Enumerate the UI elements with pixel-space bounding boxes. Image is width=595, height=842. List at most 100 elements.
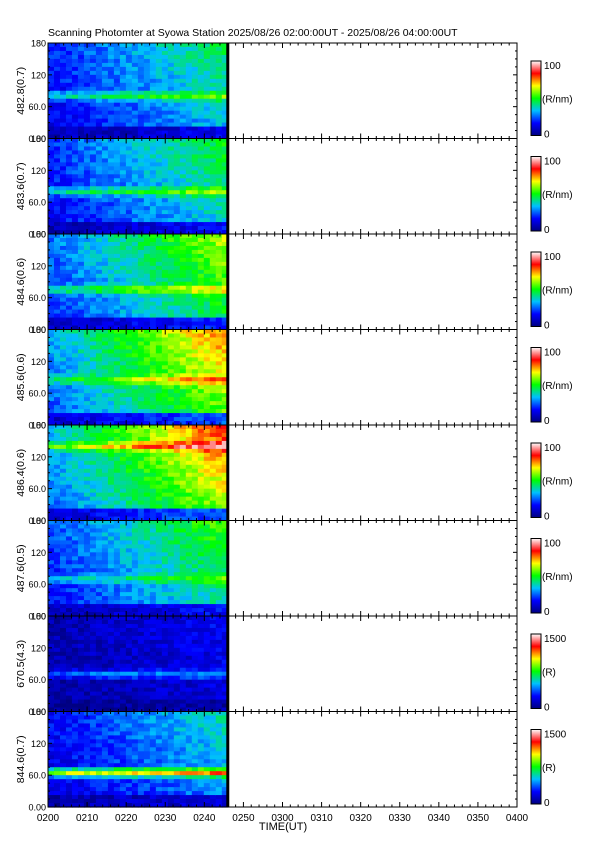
- heatmap-8: [48, 711, 229, 808]
- x-tick-label: 0310: [310, 813, 333, 824]
- y-tick-label: 60.0: [28, 580, 46, 590]
- x-tick-label: 0240: [193, 813, 216, 824]
- y-tick-label: 120: [31, 261, 46, 271]
- y-tick-label: 180: [31, 39, 46, 49]
- x-tick-label: 0320: [350, 813, 373, 824]
- y-axis-label-5: 486.4(0.6): [15, 449, 27, 497]
- colorbar-unit-label: (R/nm): [542, 285, 573, 296]
- colorbar-5: 100 (R/nm) 0: [530, 442, 573, 523]
- x-tick-label: 0250: [232, 813, 255, 824]
- colorbar-2: 100 (R/nm) 0: [530, 156, 573, 236]
- x-tick-label: 0340: [428, 813, 451, 824]
- y-tick-label: 60.0: [28, 102, 46, 112]
- panels-layer: 0.00 60.0 120 180 482.8(0.7) 100 (R/nm) 0 0.00 60…: [15, 39, 573, 813]
- colorbar-7: 1500 (R) 0: [530, 633, 567, 714]
- y-tick-label: 0.00: [28, 516, 46, 526]
- y-tick-label: 60.0: [28, 389, 46, 399]
- x-tick-label: 0350: [467, 813, 490, 824]
- colorbar-max-label: 100: [544, 443, 561, 454]
- y-tick-label: 180: [31, 516, 46, 526]
- colorbar-gradient: [530, 729, 542, 805]
- heatmap-7: [48, 616, 229, 713]
- y-axis-label-7: 670.5(4.3): [15, 640, 27, 688]
- y-axis-label-4: 485.6(0.6): [15, 353, 27, 401]
- colorbar-gradient: [530, 60, 542, 136]
- y-tick-label: 120: [31, 70, 46, 80]
- heatmap-5: [48, 425, 229, 522]
- colorbar-unit-label: (R/nm): [542, 94, 573, 105]
- colorbar-gradient: [530, 156, 542, 232]
- y-tick-label: 60.0: [28, 484, 46, 494]
- y-tick-label: 120: [31, 643, 46, 653]
- colorbar-max-label: 1500: [544, 730, 567, 741]
- y-tick-label: 120: [31, 452, 46, 462]
- y-tick-label: 0.00: [28, 134, 46, 144]
- colorbar-unit-label: (R): [542, 763, 556, 774]
- colorbar-4: 100 (R/nm) 0: [530, 347, 573, 427]
- heatmap-3: [48, 234, 229, 331]
- y-tick-label: 180: [31, 612, 46, 622]
- x-tick-label: 0330: [389, 813, 412, 824]
- colorbar-max-label: 100: [544, 539, 561, 550]
- y-tick-label: 0.00: [28, 707, 46, 717]
- panel-5: 0.00 60.0 120 180 486.4(0.6) 100 (R/nm) 0: [15, 421, 573, 527]
- y-tick-label: 180: [31, 230, 46, 240]
- y-tick-label: 180: [31, 707, 46, 717]
- colorbar-max-label: 100: [544, 157, 561, 168]
- y-tick-label: 0.00: [28, 803, 46, 813]
- y-tick-label: 0.00: [28, 612, 46, 622]
- x-tick-label: 0300: [271, 813, 294, 824]
- y-axis-label-6: 487.6(0.5): [15, 544, 27, 592]
- x-tick-label: 0400: [506, 813, 529, 824]
- colorbar-unit-label: (R/nm): [542, 572, 573, 583]
- y-tick-label: 0.00: [28, 230, 46, 240]
- y-axis-label-8: 844.6(0.7): [15, 735, 27, 783]
- colorbar-min-label: 0: [544, 416, 550, 427]
- y-axis-label-1: 482.8(0.7): [15, 67, 27, 115]
- colorbar-max-label: 100: [544, 348, 561, 359]
- chart-title: Scanning Photomter at Syowa Station 2025…: [48, 27, 458, 39]
- colorbar-max-label: 1500: [544, 634, 567, 645]
- heatmap-2: [48, 138, 229, 235]
- heatmap-4: [48, 329, 229, 426]
- y-tick-label: 60.0: [28, 675, 46, 685]
- panel-3: 0.00 60.0 120 180 484.6(0.6) 100 (R/nm) 0: [15, 230, 573, 336]
- colorbar-min-label: 0: [544, 321, 550, 332]
- colorbar-min-label: 0: [544, 703, 550, 714]
- x-axis-label: TIME(UT): [259, 821, 307, 833]
- y-tick-label: 60.0: [28, 771, 46, 781]
- x-tick-label: 0230: [154, 813, 177, 824]
- colorbar-max-label: 100: [544, 61, 561, 72]
- y-axis-label-2: 483.6(0.7): [15, 162, 27, 210]
- y-tick-label: 120: [31, 166, 46, 176]
- colorbar-8: 1500 (R) 0: [530, 729, 567, 809]
- colorbar-6: 100 (R/nm) 0: [530, 538, 573, 618]
- y-tick-label: 120: [31, 739, 46, 749]
- colorbar-unit-label: (R/nm): [542, 381, 573, 392]
- y-tick-label: 60.0: [28, 293, 46, 303]
- panel-1: 0.00 60.0 120 180 482.8(0.7) 100 (R/nm) 0: [15, 39, 573, 145]
- y-tick-label: 180: [31, 325, 46, 335]
- panel-8: 0.00 60.0 120 180 844.6(0.7) 1500 (R) 0: [15, 707, 567, 813]
- panel-6: 0.00 60.0 120 180 487.6(0.5) 100 (R/nm) 0: [15, 516, 573, 622]
- x-tick-label: 0210: [76, 813, 99, 824]
- colorbar-unit-label: (R/nm): [542, 476, 573, 487]
- colorbar-gradient: [530, 251, 542, 327]
- y-tick-label: 60.0: [28, 198, 46, 208]
- colorbar-gradient: [530, 633, 542, 709]
- x-axis: 0200 0210 0220 0230 0240 0250 0300 0310 0320 0330…: [37, 813, 529, 824]
- y-tick-label: 0.00: [28, 421, 46, 431]
- colorbar-min-label: 0: [544, 512, 550, 523]
- y-axis-label-3: 484.6(0.6): [15, 258, 27, 306]
- panel-7: 0.00 60.0 120 180 670.5(4.3) 1500 (R) 0: [15, 612, 567, 718]
- colorbar-gradient: [530, 538, 542, 614]
- colorbar-3: 100 (R/nm) 0: [530, 251, 573, 332]
- heatmap-1: [48, 43, 229, 140]
- colorbar-gradient: [530, 347, 542, 423]
- colorbar-min-label: 0: [544, 798, 550, 809]
- y-tick-label: 120: [31, 548, 46, 558]
- panel-2: 0.00 60.0 120 180 483.6(0.7) 100 (R/nm) 0: [15, 134, 573, 240]
- x-tick-label: 0220: [115, 813, 138, 824]
- y-tick-label: 180: [31, 134, 46, 144]
